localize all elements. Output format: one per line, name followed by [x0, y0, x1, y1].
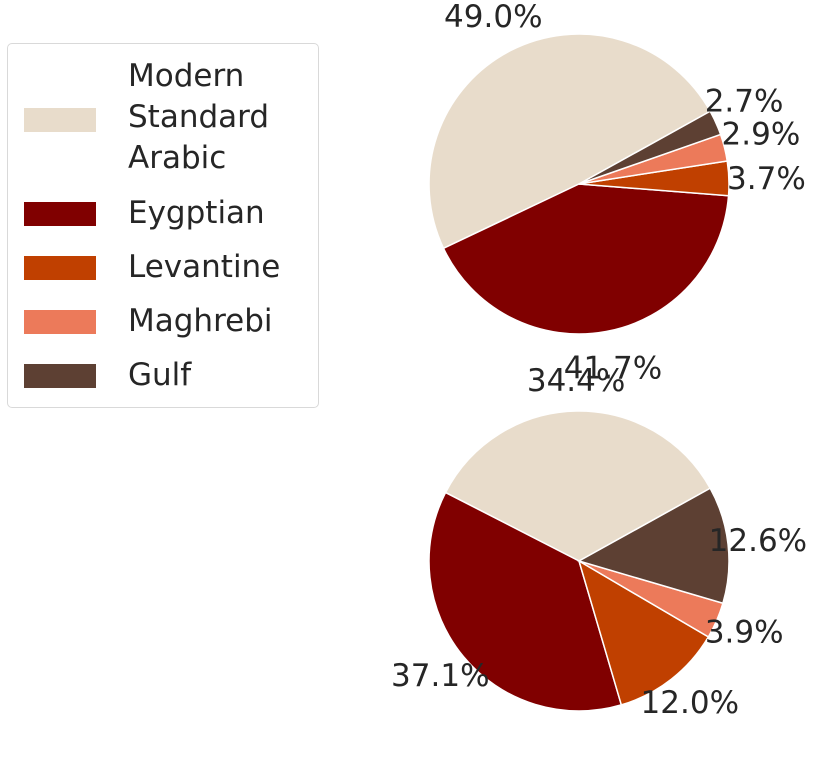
legend: Modern Standard Arabic Eygptian Levantin…	[7, 43, 319, 408]
pie1-slice-msa	[428, 33, 712, 250]
legend-label-egyptian: Eygptian	[128, 195, 265, 231]
pie1-slice-gulf	[578, 110, 722, 185]
pie2-label-maghrebi: 3.9%	[705, 614, 784, 650]
pie2-slice-egyptian	[428, 491, 623, 712]
pie2-label-levantine: 12.0%	[641, 685, 739, 721]
pie1-label-msa: 49.0%	[444, 0, 542, 35]
pie1-label-maghrebi: 2.9%	[722, 116, 801, 152]
pie2-label-msa: 34.4%	[527, 363, 625, 399]
pie1-label-gulf: 2.7%	[705, 83, 784, 119]
pie2-label-egyptian: 37.1%	[391, 658, 489, 694]
legend-swatch-gulf	[24, 364, 96, 388]
legend-label-gulf: Gulf	[128, 357, 192, 393]
legend-label-maghrebi: Maghrebi	[128, 303, 273, 339]
legend-label-levantine: Levantine	[128, 249, 281, 285]
pie2-slice-levantine	[577, 559, 710, 706]
pie1-label-levantine: 3.7%	[727, 161, 806, 197]
legend-swatch-maghrebi	[24, 310, 96, 334]
pie2-slice-msa	[444, 410, 712, 562]
legend-swatch-msa	[24, 108, 96, 132]
legend-label-msa: Modern Standard Arabic	[128, 58, 270, 176]
pie2-label-gulf: 12.6%	[709, 523, 807, 559]
pie1-slice-egyptian	[442, 183, 730, 335]
legend-swatch-levantine	[24, 256, 96, 280]
pie1-label-egyptian: 41.7%	[564, 350, 662, 386]
pie2-slice-gulf	[577, 487, 730, 605]
legend-swatch-egyptian	[24, 202, 96, 226]
